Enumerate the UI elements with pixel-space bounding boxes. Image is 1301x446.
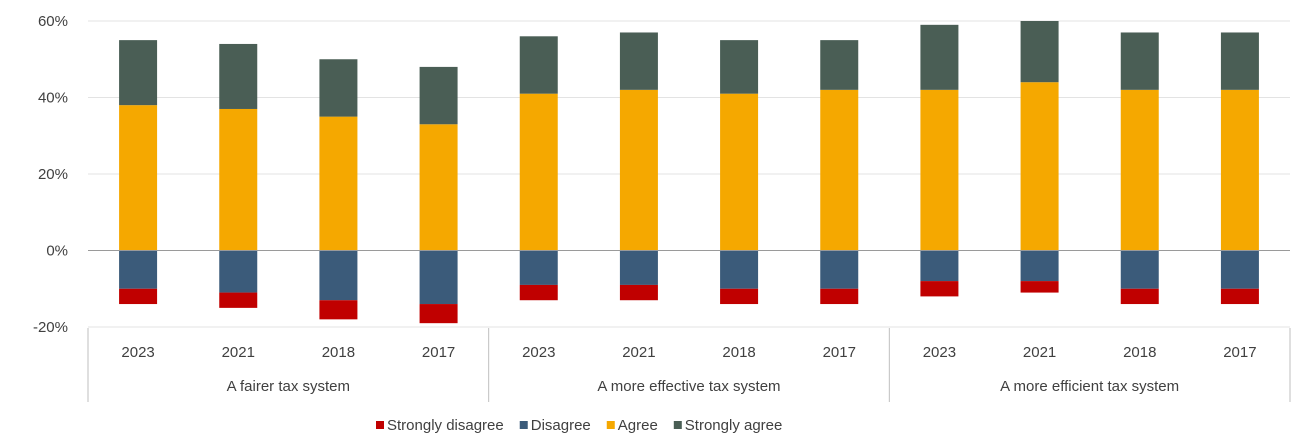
bar-agree (820, 89, 859, 251)
bar-strongly-agree (519, 36, 558, 94)
x-category-label: 2021 (622, 344, 655, 361)
x-category-label: 2023 (522, 344, 555, 361)
bar-strongly-agree (820, 40, 859, 90)
x-category-label: 2021 (1023, 344, 1056, 361)
bars (119, 21, 1259, 324)
x-category-label: 2017 (1223, 344, 1256, 361)
legend-swatch (606, 421, 615, 429)
bar-agree (1220, 89, 1259, 251)
x-group-label: A more effective tax system (597, 378, 780, 395)
legend-label: Agree (618, 417, 658, 434)
bar-disagree (119, 250, 158, 289)
bar-strongly-disagree (419, 304, 458, 324)
legend-label: Disagree (531, 417, 591, 434)
bar-agree (419, 124, 458, 251)
bar-strongly-agree (319, 59, 358, 117)
bar-agree (1120, 89, 1159, 251)
bar-disagree (519, 250, 558, 285)
x-category-label: 2023 (121, 344, 154, 361)
legend-swatch (673, 421, 682, 429)
bar-strongly-disagree (519, 284, 558, 301)
x-group-label: A more efficient tax system (1000, 378, 1179, 395)
bar-agree (1020, 82, 1059, 251)
bar-agree (920, 89, 959, 251)
x-category-label: 2021 (222, 344, 255, 361)
bar-strongly-disagree (219, 292, 258, 308)
bar-disagree (920, 250, 959, 282)
bar-strongly-disagree (920, 281, 959, 297)
bar-strongly-agree (720, 40, 759, 94)
bar-strongly-agree (619, 32, 658, 90)
bar-disagree (1220, 250, 1259, 289)
axis-labels: 60% 40% 20% 0% -20% 2023 2021 2018 2017 A fairer … (33, 13, 1257, 395)
bar-strongly-agree (920, 24, 959, 90)
bar-strongly-agree (1220, 32, 1259, 90)
bar-strongly-disagree (1220, 288, 1259, 305)
legend-swatch (376, 421, 384, 429)
y-tick-label: 0% (46, 243, 68, 260)
bar-strongly-disagree (720, 288, 759, 305)
x-category-label: 2023 (923, 344, 956, 361)
x-group-label: A fairer tax system (227, 378, 350, 395)
bar-disagree (219, 250, 258, 293)
bar-disagree (1120, 250, 1159, 289)
bar-disagree (319, 250, 358, 301)
x-category-label: 2018 (322, 344, 355, 361)
bar-agree (619, 89, 658, 251)
bar-strongly-agree (419, 66, 458, 125)
bar-strongly-disagree (619, 284, 658, 301)
y-tick-label: 60% (38, 13, 68, 30)
bar-strongly-disagree (1120, 288, 1159, 305)
bar-strongly-disagree (1020, 281, 1059, 293)
bar-strongly-disagree (319, 300, 358, 320)
bar-agree (119, 105, 158, 251)
bar-strongly-agree (1020, 21, 1059, 83)
legend-swatch (519, 421, 528, 429)
bar-agree (720, 93, 759, 251)
bar-disagree (419, 250, 458, 305)
y-tick-label: 40% (38, 90, 68, 107)
bar-agree (219, 108, 258, 251)
y-tick-label: 20% (38, 166, 68, 183)
bar-disagree (820, 250, 859, 289)
bar-agree (519, 93, 558, 251)
bar-agree (319, 116, 358, 251)
bar-strongly-disagree (119, 288, 158, 305)
x-category-label: 2018 (722, 344, 755, 361)
y-tick-label: -20% (33, 319, 68, 336)
bar-strongly-agree (119, 40, 158, 106)
bar-disagree (1020, 250, 1059, 282)
x-category-label: 2018 (1123, 344, 1156, 361)
legend-label: Strongly agree (685, 417, 783, 434)
gridlines (88, 20, 1290, 328)
bar-strongly-agree (1120, 32, 1159, 90)
x-category-label: 2017 (823, 344, 856, 361)
bar-strongly-disagree (820, 288, 859, 305)
axes (87, 250, 1291, 402)
legend: Strongly disagree Disagree Agree Strongly a… (376, 417, 782, 434)
bar-disagree (720, 250, 759, 289)
legend-label: Strongly disagree (387, 417, 504, 434)
bar-disagree (619, 250, 658, 285)
bar-strongly-agree (219, 43, 258, 109)
x-category-label: 2017 (422, 344, 455, 361)
